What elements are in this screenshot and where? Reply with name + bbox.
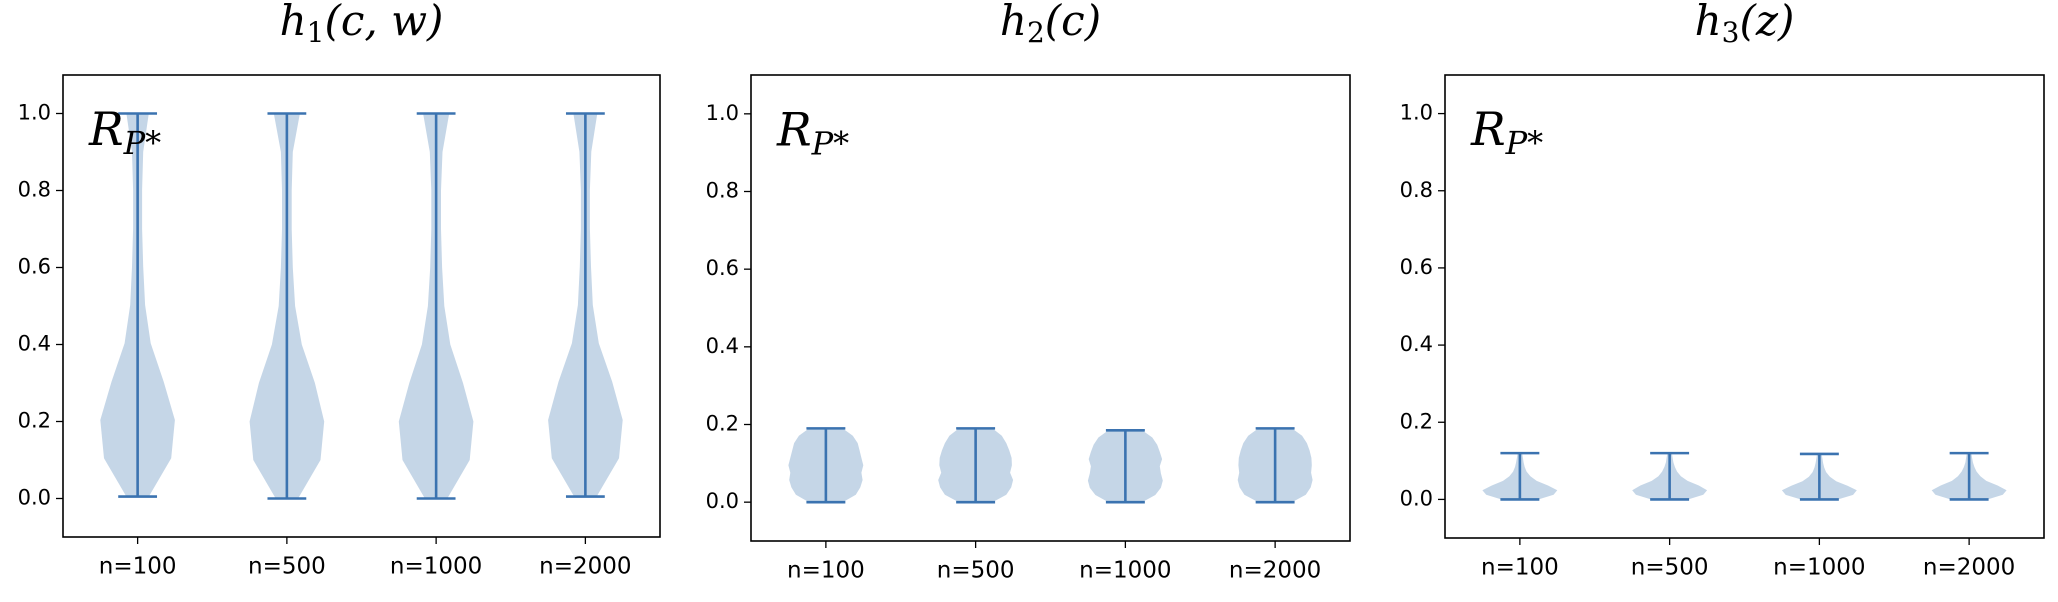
y-tick-label: 0.6 [18,255,51,279]
x-tick-label: n=1000 [390,554,482,580]
annotation-base: R [88,102,124,156]
y-tick-label: 0.4 [18,332,51,356]
panel-title: h2(c) [1000,0,1101,49]
x-tick-label: n=500 [937,558,1015,584]
title-base: h [280,0,307,45]
y-tick-label: 0.6 [1400,255,1433,279]
title-args: (c, w) [324,0,443,45]
y-tick-label: 0.4 [706,334,739,358]
y-tick-label: 0.6 [706,256,739,280]
y-tick-label: 0.0 [1400,486,1433,510]
annotation-sub: P* [1505,123,1544,161]
y-tick-label: 1.0 [706,101,739,125]
annotation: RP* [88,102,161,162]
y-tick-label: 0.0 [706,489,739,513]
y-tick-label: 0.8 [1400,178,1433,202]
title-base: h [1695,0,1722,45]
title-base: h [1000,0,1027,45]
annotation: RP* [776,102,849,162]
axes-frame [1444,74,2045,539]
panel-title: h1(c, w) [280,0,444,49]
x-tick-label: n=2000 [1923,555,2015,581]
y-tick-label: 1.0 [1400,101,1433,125]
y-tick-label: 0.2 [1400,409,1433,433]
annotation-base: R [776,102,812,156]
x-tick-label: n=100 [99,554,177,580]
x-tick-label: n=1000 [1773,555,1865,581]
annotation-sub: P* [811,124,850,162]
axes-frame [750,74,1351,542]
y-tick-label: 0.8 [18,178,51,202]
y-tick-label: 1.0 [18,101,51,125]
x-tick-label: n=500 [1631,555,1709,581]
annotation-base: R [1470,102,1506,156]
axes-frame [62,74,661,538]
x-tick-label: n=1000 [1079,558,1171,584]
annotation-sub: P* [123,123,162,161]
x-tick-label: n=100 [1481,555,1559,581]
x-tick-label: n=2000 [539,554,631,580]
title-sub: 3 [1722,16,1740,49]
x-tick-label: n=100 [787,558,865,584]
title-sub: 2 [1027,16,1045,49]
title-args: (c) [1045,0,1101,45]
y-tick-label: 0.0 [18,486,51,510]
x-tick-label: n=2000 [1229,558,1321,584]
y-tick-label: 0.8 [706,179,739,203]
x-tick-label: n=500 [248,554,326,580]
y-tick-label: 0.2 [18,409,51,433]
title-args: (z) [1739,0,1794,45]
annotation: RP* [1470,102,1543,162]
panel-title: h3(z) [1695,0,1795,49]
y-tick-label: 0.2 [706,412,739,436]
title-sub: 1 [307,16,325,49]
y-tick-label: 0.4 [1400,332,1433,356]
